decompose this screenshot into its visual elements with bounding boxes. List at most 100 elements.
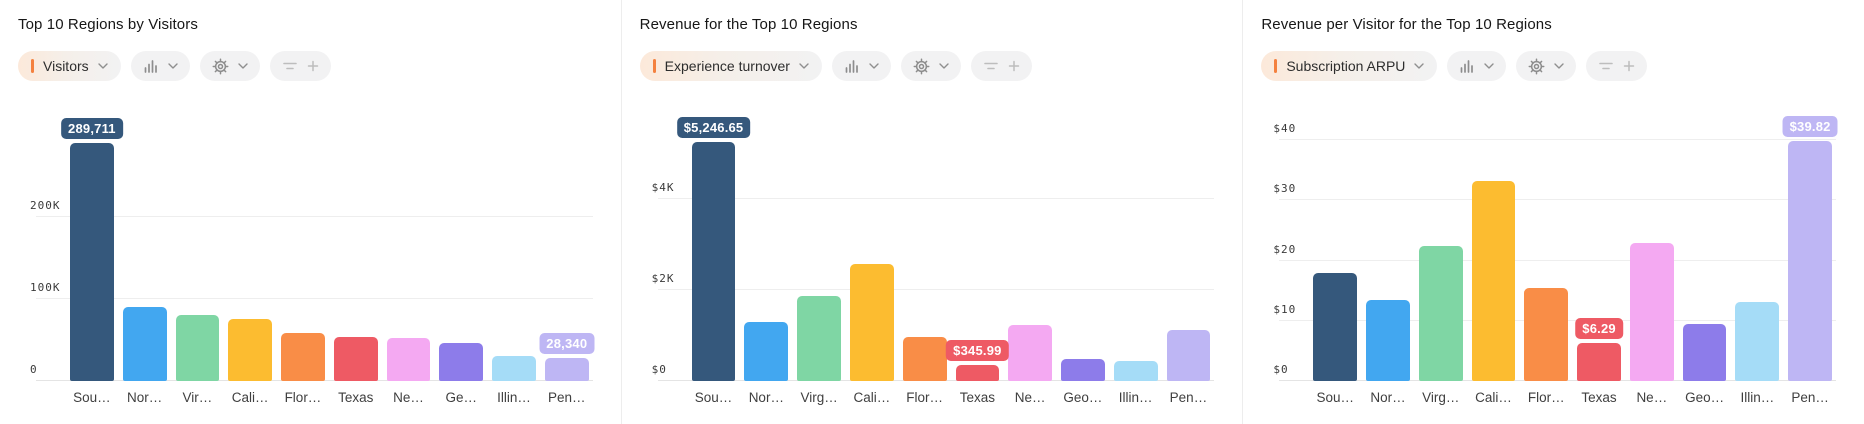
bar[interactable]: [797, 296, 841, 381]
bar[interactable]: [1313, 273, 1358, 381]
filter-add[interactable]: [970, 51, 1032, 81]
plus-icon: [1008, 60, 1020, 72]
bar[interactable]: [333, 336, 378, 381]
bar[interactable]: [1008, 325, 1053, 381]
y-axis-tick-label: $0: [1273, 363, 1289, 376]
bar[interactable]: [849, 263, 894, 381]
x-axis-label: Cali…: [231, 390, 269, 405]
filter-icon: [282, 62, 297, 70]
x-axis-label: Nor…: [1370, 390, 1406, 405]
x-axis-label: Sou…: [694, 390, 733, 405]
data-label-badge: 28,340: [539, 332, 595, 354]
chart-toolbar: Subscription ARPU: [1261, 51, 1848, 81]
x-axis-label: Nor…: [748, 390, 784, 405]
data-label-badge: $39.82: [1782, 116, 1838, 138]
bar[interactable]: [1418, 246, 1463, 381]
x-axis-label: Ne…: [393, 390, 424, 405]
x-axis-label: Flor…: [1527, 390, 1565, 405]
bar[interactable]: [1682, 324, 1727, 381]
chart-card-revenue-per-visitor: Revenue per Visitor for the Top 10 Regio…: [1242, 0, 1864, 424]
bar[interactable]: [1629, 242, 1674, 381]
bar[interactable]: [902, 337, 947, 381]
bar[interactable]: $345.99: [946, 340, 1009, 381]
chart-settings[interactable]: [199, 51, 260, 81]
bar[interactable]: 289,711: [61, 118, 123, 381]
bar[interactable]: [492, 356, 536, 381]
bar[interactable]: [386, 338, 431, 381]
grid-line: [36, 297, 593, 299]
bar[interactable]: 28,340: [539, 332, 595, 381]
bar[interactable]: [228, 318, 273, 381]
bar[interactable]: [122, 307, 167, 381]
grid-line: [1279, 199, 1837, 201]
bar[interactable]: [281, 332, 325, 381]
bar[interactable]: [1061, 359, 1105, 381]
x-axis-label: Illin…: [1118, 390, 1153, 405]
metric-selector[interactable]: Experience turnover: [639, 51, 822, 81]
bar[interactable]: $39.82: [1782, 116, 1838, 381]
data-label-badge: 289,711: [61, 118, 123, 140]
x-axis-label: Virg…: [800, 390, 838, 405]
grid-line: [36, 215, 593, 217]
x-axis-label: Sou…: [73, 390, 111, 405]
bar[interactable]: [175, 314, 220, 381]
y-axis-tick-label: $40: [1273, 122, 1297, 136]
plot-area: 0 100K 200K 289,711 28,340: [18, 100, 595, 381]
x-axis-label: Sou…: [1316, 390, 1354, 405]
bar[interactable]: [1471, 181, 1516, 381]
bar-chart-icon: [144, 60, 157, 73]
bar[interactable]: [1113, 361, 1158, 381]
x-axis-label: Pen…: [548, 390, 586, 405]
metric-selector-label: Subscription ARPU: [1286, 58, 1406, 74]
x-axis-label: Nor…: [127, 390, 163, 405]
filter-add[interactable]: [269, 51, 331, 81]
bar[interactable]: [1166, 329, 1211, 381]
x-axis-label: Flor…: [906, 390, 943, 405]
x-axis-label: Cali…: [1475, 390, 1512, 405]
y-axis-tick-label: $2K: [651, 271, 675, 285]
x-axis-labels: Sou… Nor… Virg… Cali… Flor… Texas Ne… Geo… Illin…: [1313, 390, 1832, 405]
x-axis-label: Pen…: [1169, 390, 1208, 405]
x-axis-label: Geo…: [1063, 390, 1103, 405]
chevron-down-icon: [237, 63, 248, 69]
bar[interactable]: [744, 322, 789, 381]
filter-add[interactable]: [1586, 51, 1648, 81]
filter-icon: [1599, 62, 1614, 70]
bar[interactable]: [439, 343, 484, 381]
bar[interactable]: $5,246.65: [676, 117, 751, 381]
y-axis-tick-label: 100K: [30, 280, 61, 294]
bar[interactable]: $6.29: [1575, 318, 1623, 381]
chart-type-selector[interactable]: [130, 51, 190, 81]
x-axis-label: Flor…: [284, 390, 322, 405]
chart-settings[interactable]: [900, 51, 961, 81]
bar-chart-icon: [845, 60, 858, 73]
y-axis-tick-label: $0: [651, 363, 667, 376]
x-axis-label: Texas: [959, 390, 996, 405]
x-axis-labels: Sou… Nor… Vir… Cali… Flor… Texas Ne… Ge… Illin… P…: [70, 390, 589, 405]
chart-type-selector[interactable]: [1447, 51, 1507, 81]
chevron-down-icon: [869, 63, 879, 69]
chart-settings[interactable]: [1516, 51, 1577, 81]
x-axis-label: Pen…: [1791, 390, 1829, 405]
chart-toolbar: Experience turnover: [639, 51, 1227, 81]
bar[interactable]: [1366, 300, 1410, 381]
chevron-down-icon: [939, 63, 949, 69]
x-axis-label: Illin…: [497, 390, 531, 405]
bar[interactable]: [1524, 287, 1569, 381]
x-axis-label: Virg…: [1422, 390, 1460, 405]
chevron-down-icon: [1414, 63, 1425, 69]
plus-icon: [1624, 60, 1635, 72]
chevron-down-icon: [167, 63, 178, 69]
grid-line: [657, 197, 1215, 199]
grid-line: [1279, 259, 1837, 261]
y-axis-tick-label: $10: [1273, 302, 1297, 316]
metric-selector[interactable]: Subscription ARPU: [1261, 51, 1438, 81]
plot-area: $0 $2K $4K $5,246.65 $345.99: [640, 100, 1215, 381]
chart-title: Revenue per Visitor for the Top 10 Regio…: [1261, 16, 1552, 33]
metric-selector[interactable]: Visitors: [18, 51, 121, 81]
chart-type-selector[interactable]: [831, 51, 891, 81]
bar[interactable]: [1735, 301, 1780, 381]
data-label-badge: $6.29: [1575, 318, 1623, 340]
y-axis-tick-label: $30: [1273, 182, 1297, 196]
